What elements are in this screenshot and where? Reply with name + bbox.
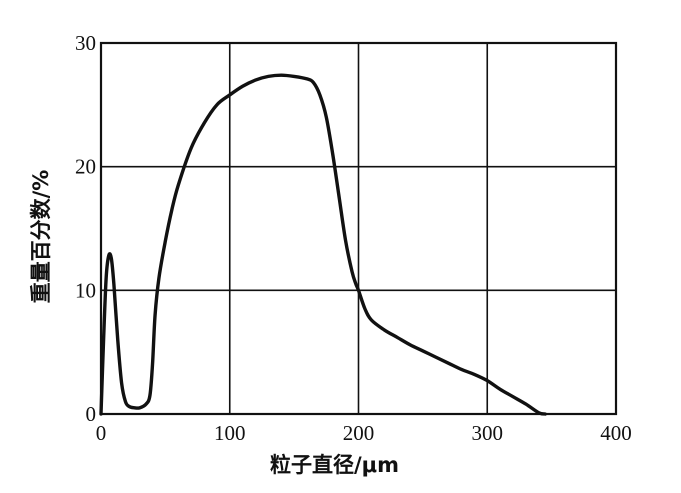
y-tick-label: 10 — [75, 278, 96, 302]
x-tick-labels: 0 100 200 300 400 — [96, 421, 632, 445]
y-tick-label: 20 — [75, 155, 96, 179]
x-axis-title: 粒子直径/μm — [270, 453, 399, 477]
y-tick-labels: 0 10 20 30 — [75, 31, 96, 426]
grid — [101, 43, 616, 414]
series-line — [99, 73, 547, 416]
y-axis-title: 重量百分数/% — [29, 170, 53, 304]
plot-frame — [99, 41, 618, 416]
x-tick-label: 400 — [600, 421, 632, 445]
y-tick-label: 30 — [75, 31, 96, 55]
x-tick-label: 0 — [96, 421, 107, 445]
x-tick-label: 100 — [214, 421, 246, 445]
x-tick-label: 200 — [343, 421, 375, 445]
y-tick-label: 0 — [86, 402, 97, 426]
x-tick-label: 300 — [472, 421, 504, 445]
